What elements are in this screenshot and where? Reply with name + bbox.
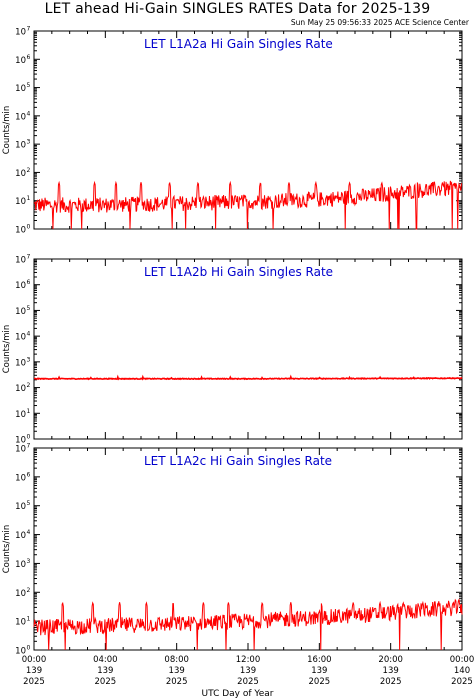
y-tick-label: 10 xyxy=(15,84,26,94)
y-tick-label: 10 xyxy=(15,333,26,343)
y-tick-exponent: 5 xyxy=(27,305,31,312)
y-tick-exponent: 0 xyxy=(27,434,31,441)
y-tick-label: 10 xyxy=(15,531,26,541)
y-tick-exponent: 6 xyxy=(27,279,31,286)
y-tick-exponent: 7 xyxy=(27,443,31,450)
y-tick-label: 10 xyxy=(15,445,26,455)
x-tick-label: 139 xyxy=(383,666,399,676)
series-line xyxy=(33,374,463,381)
y-tick-exponent: 4 xyxy=(27,529,31,536)
y-axis-label: Counts/min xyxy=(2,325,12,374)
x-tick-label: 139 xyxy=(26,666,42,676)
y-tick-label: 10 xyxy=(15,141,26,151)
y-tick-label: 10 xyxy=(15,226,26,236)
y-tick-label: 10 xyxy=(15,436,26,446)
y-tick-exponent: 7 xyxy=(27,26,31,33)
series-line xyxy=(33,598,463,651)
y-tick-label: 10 xyxy=(15,560,26,570)
y-tick-label: 10 xyxy=(15,384,26,394)
timestamp: Sun May 25 09:56:33 2025 ACE Science Cen… xyxy=(290,18,469,27)
y-tick-exponent: 3 xyxy=(27,558,31,565)
y-tick-exponent: 0 xyxy=(27,645,31,652)
x-axis-labels: 00:00139202504:00139202508:00139202512:0… xyxy=(22,655,475,687)
x-tick-label: 08:00 xyxy=(164,655,189,665)
y-axis-label: Counts/min xyxy=(2,525,12,574)
y-tick-label: 10 xyxy=(15,473,26,483)
panel-title: LET L1A2a Hi Gain Singles Rate xyxy=(144,37,333,51)
x-axis-title: UTC Day of Year xyxy=(201,689,274,699)
y-tick-label: 10 xyxy=(15,169,26,179)
y-tick-exponent: 5 xyxy=(27,82,31,89)
y-tick-exponent: 2 xyxy=(27,382,31,389)
y-tick-label: 10 xyxy=(15,256,26,266)
x-tick-label: 2025 xyxy=(23,677,45,687)
y-tick-label: 10 xyxy=(15,28,26,38)
y-tick-exponent: 1 xyxy=(27,616,31,623)
x-tick-label: 140 xyxy=(454,666,470,676)
x-tick-label: 2025 xyxy=(309,677,331,687)
y-tick-exponent: 5 xyxy=(27,500,31,507)
y-tick-label: 10 xyxy=(15,647,26,657)
x-tick-label: 12:00 xyxy=(236,655,261,665)
y-tick-label: 10 xyxy=(15,112,26,122)
y-tick-label: 10 xyxy=(15,358,26,368)
y-tick-label: 10 xyxy=(15,56,26,66)
x-tick-label: 20:00 xyxy=(378,655,403,665)
x-tick-label: 16:00 xyxy=(307,655,332,665)
y-tick-exponent: 4 xyxy=(27,331,31,338)
y-tick-label: 10 xyxy=(15,410,26,420)
x-tick-label: 139 xyxy=(240,666,256,676)
panel-title: LET L1A2b Hi Gain Singles Rate xyxy=(144,265,333,279)
y-tick-exponent: 3 xyxy=(27,139,31,146)
x-tick-label: 139 xyxy=(311,666,327,676)
x-tick-label: 2025 xyxy=(380,677,402,687)
x-tick-label: 2025 xyxy=(451,677,473,687)
y-tick-exponent: 1 xyxy=(27,195,31,202)
y-tick-exponent: 1 xyxy=(27,408,31,415)
series-line xyxy=(33,180,463,230)
y-tick-exponent: 6 xyxy=(27,471,31,478)
y-axis-label: Counts/min xyxy=(2,106,12,155)
y-tick-exponent: 7 xyxy=(27,254,31,261)
y-tick-label: 10 xyxy=(15,307,26,317)
y-tick-label: 10 xyxy=(15,618,26,628)
x-tick-label: 2025 xyxy=(95,677,117,687)
y-tick-label: 10 xyxy=(15,197,26,207)
y-tick-label: 10 xyxy=(15,589,26,599)
plot-frame xyxy=(33,258,463,440)
y-tick-exponent: 0 xyxy=(27,224,31,231)
y-tick-exponent: 3 xyxy=(27,356,31,363)
x-tick-label: 00:00 xyxy=(22,655,47,665)
x-tick-label: 139 xyxy=(169,666,185,676)
y-tick-exponent: 4 xyxy=(27,110,31,117)
y-tick-label: 10 xyxy=(15,502,26,512)
x-tick-label: 139 xyxy=(97,666,113,676)
x-tick-label: 2025 xyxy=(237,677,259,687)
y-tick-label: 10 xyxy=(15,281,26,291)
y-tick-exponent: 2 xyxy=(27,587,31,594)
x-tick-label: 04:00 xyxy=(93,655,118,665)
y-tick-exponent: 6 xyxy=(27,54,31,61)
x-tick-label: 2025 xyxy=(166,677,188,687)
y-tick-exponent: 2 xyxy=(27,167,31,174)
x-tick-label: 00:00 xyxy=(450,655,475,665)
panel-title: LET L1A2c Hi Gain Singles Rate xyxy=(144,454,332,468)
page-title: LET ahead Hi-Gain SINGLES RATES Data for… xyxy=(44,1,431,17)
